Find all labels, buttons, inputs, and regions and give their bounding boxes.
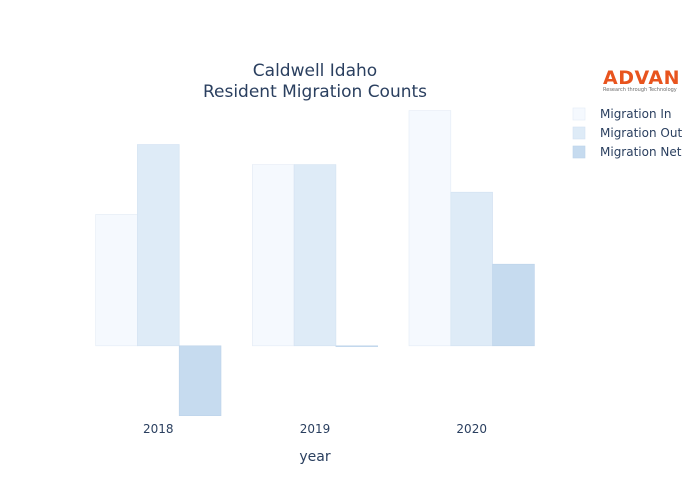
x-tick-label-2020: 2020	[456, 422, 487, 436]
x-tick-label-2019: 2019	[300, 422, 331, 436]
legend-label-migration-in[interactable]: Migration In	[600, 107, 672, 121]
legend-label-migration-net[interactable]: Migration Net	[600, 145, 682, 159]
x-tick-labels: 2018 2019 2020	[143, 422, 487, 436]
chart-title: Caldwell Idaho	[253, 61, 377, 81]
legend-label-migration-out[interactable]: Migration Out	[600, 126, 682, 140]
advan-logo: ADVAN Research through Technology	[603, 67, 680, 93]
legend-swatch-migration-net[interactable]	[572, 145, 586, 159]
bar-migration-out-2019	[293, 164, 337, 347]
bar-migration-net-2018	[178, 345, 222, 416]
bar-migration-in-2019	[252, 164, 295, 347]
bar-migration-out-2020	[450, 191, 493, 347]
bars-group	[95, 110, 535, 416]
legend-swatch-migration-out[interactable]	[572, 126, 586, 140]
x-tick-label-2018: 2018	[143, 422, 174, 436]
legend: Migration In Migration Out Migration Net	[572, 107, 682, 159]
bar-migration-in-2020	[408, 110, 452, 347]
legend-swatch-migration-in[interactable]	[572, 107, 586, 121]
bar-migration-net-2020	[492, 263, 535, 347]
bar-migration-net-2019	[335, 345, 378, 347]
chart-subtitle: Resident Migration Counts	[203, 82, 427, 102]
logo-name: ADVAN	[603, 67, 680, 89]
bar-migration-in-2018	[95, 214, 138, 347]
logo-tagline: Research through Technology	[603, 87, 677, 93]
bar-migration-out-2018	[137, 144, 180, 347]
x-axis-title: year	[299, 449, 330, 465]
